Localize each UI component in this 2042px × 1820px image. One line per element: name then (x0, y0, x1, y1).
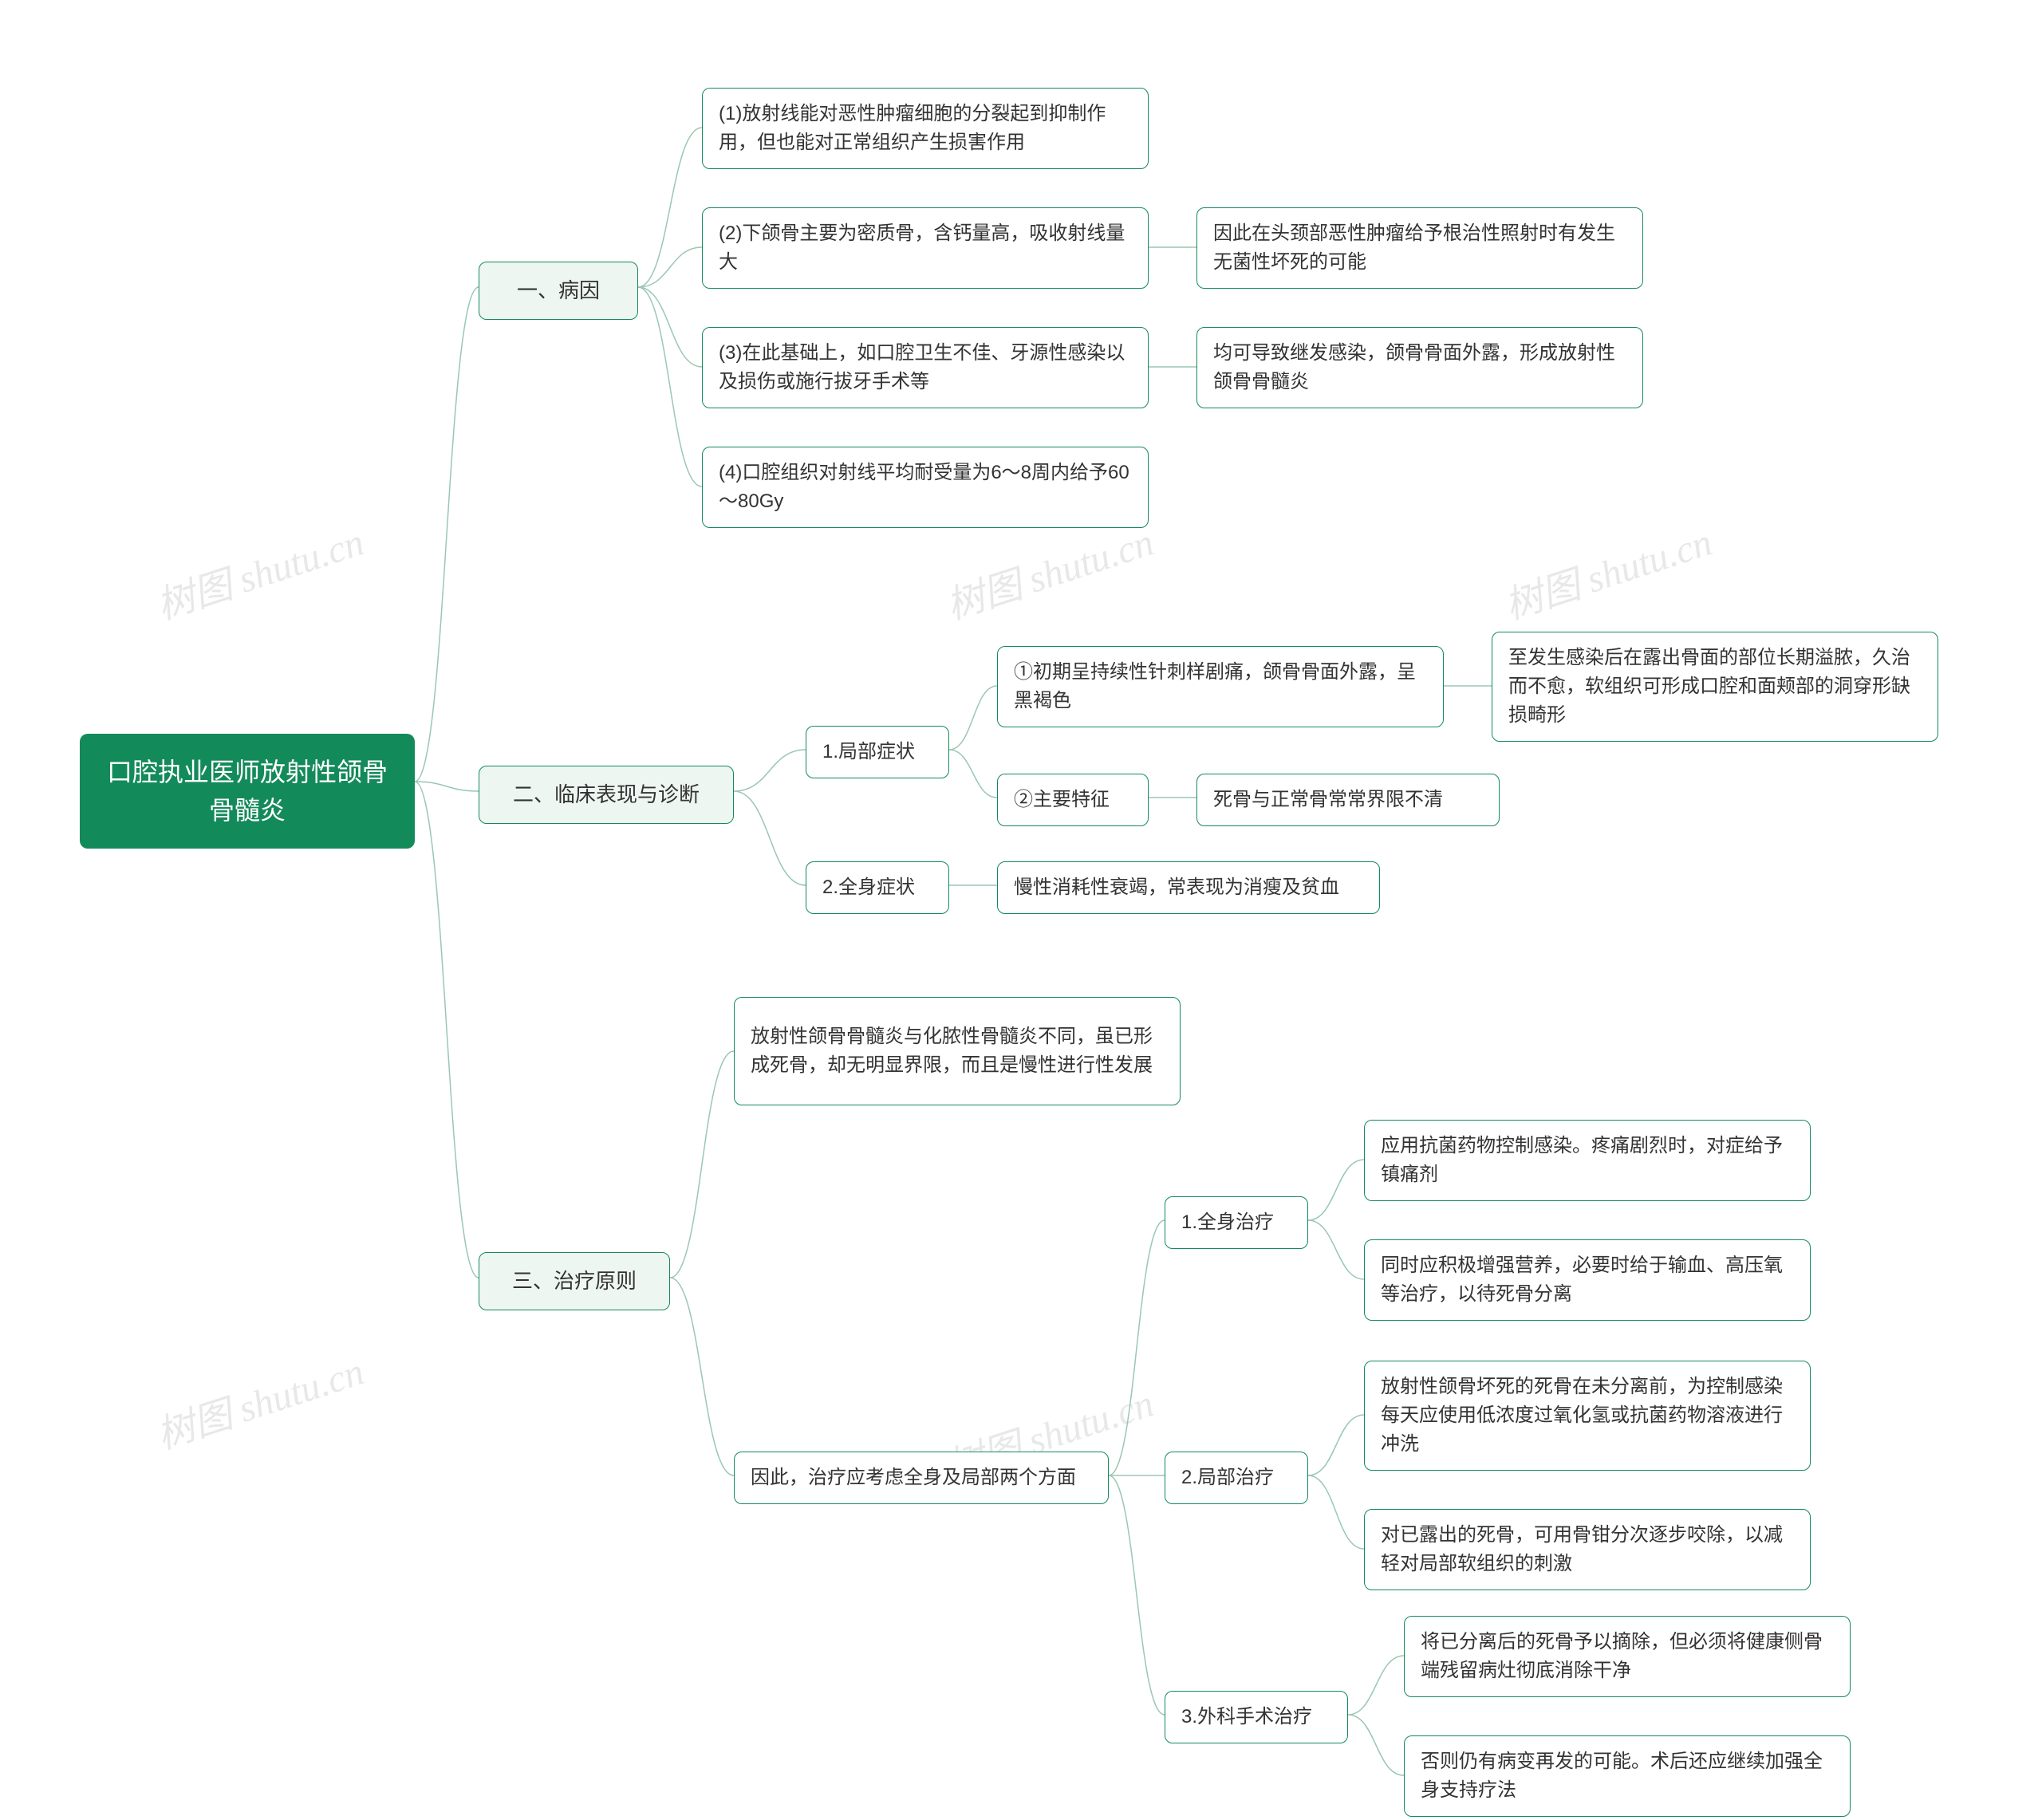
node-s3b3a[interactable]: 将已分离后的死骨予以摘除，但必须将健康侧骨端残留病灶彻底消除干净 (1404, 1616, 1851, 1697)
node-s1c1[interactable]: 均可导致继发感染，颌骨骨面外露，形成放射性颌骨骨髓炎 (1196, 327, 1643, 408)
watermark: 树图 shutu.cn (148, 1340, 370, 1460)
node-s3b1b[interactable]: 同时应积极增强营养，必要时给于输血、高压氧等治疗，以待死骨分离 (1364, 1239, 1811, 1321)
node-s3b2a[interactable]: 放射性颌骨坏死的死骨在未分离前，为控制感染每天应使用低浓度过氧化氢或抗菌药物溶液… (1364, 1361, 1811, 1471)
node-s2a1a[interactable]: 至发生感染后在露出骨面的部位长期溢脓，久治而不愈，软组织可形成口腔和面颊部的洞穿… (1492, 632, 1938, 742)
node-s2a[interactable]: 1.局部症状 (806, 726, 949, 778)
node-s3b1[interactable]: 1.全身治疗 (1165, 1196, 1308, 1249)
node-s2b1[interactable]: 慢性消耗性衰竭，常表现为消瘦及贫血 (997, 861, 1380, 914)
node-s1b1[interactable]: 因此在头颈部恶性肿瘤给予根治性照射时有发生无菌性坏死的可能 (1196, 207, 1643, 289)
node-s3b3[interactable]: 3.外科手术治疗 (1165, 1691, 1348, 1743)
node-s2[interactable]: 二、临床表现与诊断 (479, 766, 734, 824)
node-s3b3b[interactable]: 否则仍有病变再发的可能。术后还应继续加强全身支持疗法 (1404, 1735, 1851, 1817)
watermark: 树图 shutu.cn (148, 510, 370, 630)
watermark: 树图 shutu.cn (938, 510, 1160, 630)
watermark: 树图 shutu.cn (1496, 510, 1718, 630)
node-s2b[interactable]: 2.全身症状 (806, 861, 949, 914)
mindmap-canvas: 树图 shutu.cn 树图 shutu.cn 树图 shutu.cn 树图 s… (0, 0, 2042, 1820)
node-root[interactable]: 口腔执业医师放射性颌骨骨髓炎 (80, 734, 415, 849)
node-s1a[interactable]: (1)放射线能对恶性肿瘤细胞的分裂起到抑制作用，但也能对正常组织产生损害作用 (702, 88, 1149, 169)
node-s1d[interactable]: (4)口腔组织对射线平均耐受量为6～8周内给予60～80Gy (702, 447, 1149, 528)
node-s2a2[interactable]: ②主要特征 (997, 774, 1149, 826)
node-s1[interactable]: 一、病因 (479, 262, 638, 320)
node-s3b1a[interactable]: 应用抗菌药物控制感染。疼痛剧烈时，对症给予镇痛剂 (1364, 1120, 1811, 1201)
node-s2a2a[interactable]: 死骨与正常骨常常界限不清 (1196, 774, 1500, 826)
node-s3b2[interactable]: 2.局部治疗 (1165, 1452, 1308, 1504)
node-s2a1[interactable]: ①初期呈持续性针刺样剧痛，颌骨骨面外露，呈黑褐色 (997, 646, 1444, 727)
node-s3b2b[interactable]: 对已露出的死骨，可用骨钳分次逐步咬除，以减轻对局部软组织的刺激 (1364, 1509, 1811, 1590)
node-s1c[interactable]: (3)在此基础上，如口腔卫生不佳、牙源性感染以及损伤或施行拔牙手术等 (702, 327, 1149, 408)
node-s1b[interactable]: (2)下颌骨主要为密质骨，含钙量高，吸收射线量大 (702, 207, 1149, 289)
node-s3a[interactable]: 放射性颌骨骨髓炎与化脓性骨髓炎不同，虽已形成死骨，却无明显界限，而且是慢性进行性… (734, 997, 1181, 1105)
node-s3b[interactable]: 因此，治疗应考虑全身及局部两个方面 (734, 1452, 1109, 1504)
node-s3[interactable]: 三、治疗原则 (479, 1252, 670, 1310)
